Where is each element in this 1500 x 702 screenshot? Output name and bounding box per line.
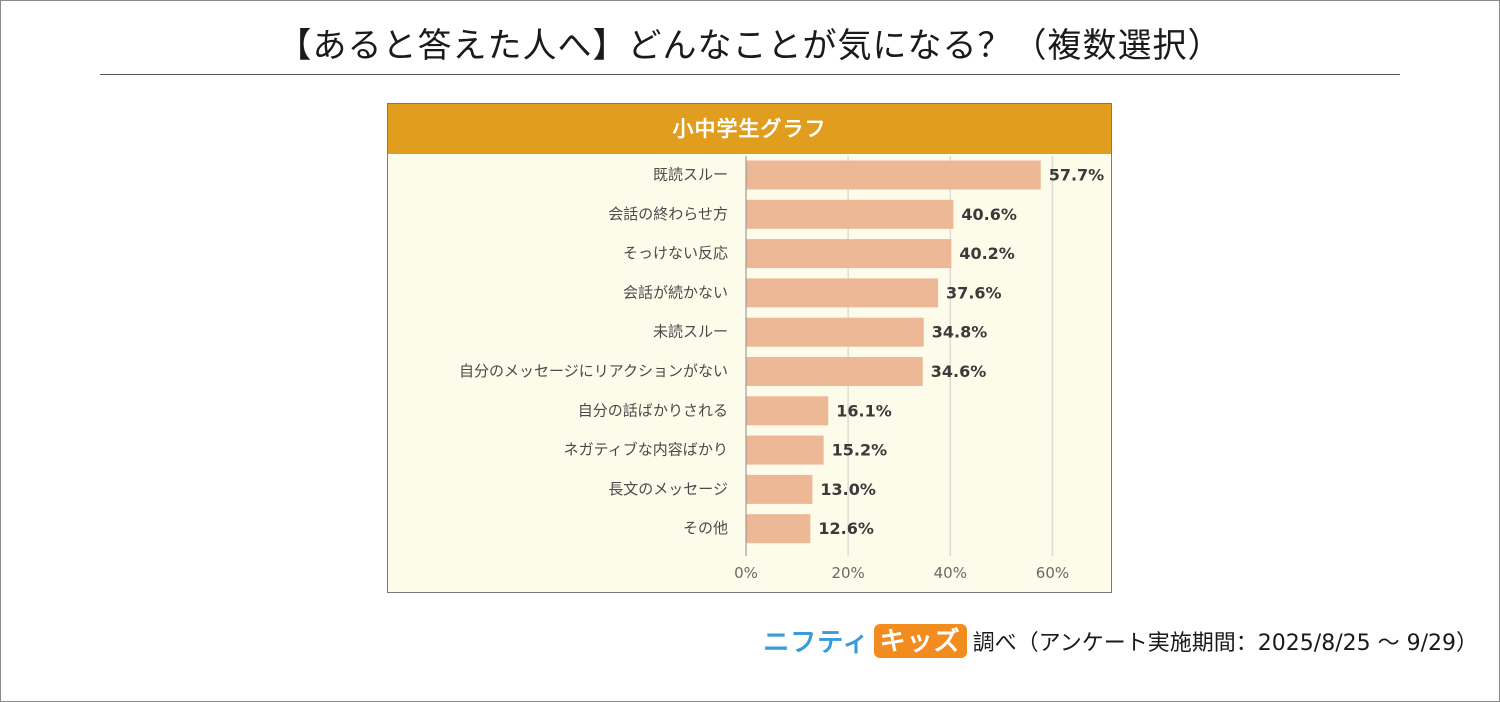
category-label: 既読スルー [653,166,728,184]
category-label: ネガティブな内容ばかり [564,441,728,459]
bar [746,514,811,544]
x-tick-label: 40% [934,564,967,582]
chart-title: 小中学生グラフ [388,104,1111,154]
bar [746,199,954,229]
bar [746,160,1041,190]
data-label: 34.8% [932,323,988,342]
title-divider [100,74,1400,75]
page-title: 【あると答えた人へ】どんなことが気になる？（複数選択） [277,26,1223,66]
bar-chart: 既読スルー 57.7% 会話の終わらせ方 40.6% そっけない反応 40.2% 会話が続か… [459,156,1105,582]
data-label: 40.6% [961,205,1017,224]
bar [746,357,923,386]
category-label: そっけない反応 [623,244,728,262]
data-label: 13.0% [820,480,876,499]
chart-panel: 既読スルー 57.7% 会話の終わらせ方 40.6% そっけない反応 40.2% 会話が続か… [387,103,1112,593]
source-footer: ニフティ キッズ 調べ（アンケート実施期間：2025/8/25 ～ 9/29） [763,622,1478,659]
category-label: 長文のメッセージ [608,480,728,498]
survey-period-note: 調べ（アンケート実施期間：2025/8/25 ～ 9/29） [972,630,1478,656]
category-label: その他 [683,519,728,537]
brand-logo-nifty: ニフティ [763,627,870,657]
x-tick-label: 60% [1036,564,1069,582]
brand-logo-kids: キッズ [873,623,967,658]
category-label: 自分の話ばかりされる [578,401,728,419]
bar [746,317,924,347]
category-label: 会話が続かない [623,283,728,301]
category-label: 未読スルー [653,323,728,341]
category-label: 自分のメッセージにリアクションがない [459,362,728,380]
bar [746,435,824,465]
category-label: 会話の終わらせ方 [608,205,728,223]
data-label: 34.6% [931,362,987,381]
x-tick-label: 0% [734,564,758,582]
data-label: 57.7% [1049,166,1105,185]
bar [746,278,939,308]
data-label: 12.6% [818,519,874,538]
bar [746,474,813,504]
data-label: 37.6% [946,283,1002,302]
data-label: 40.2% [959,244,1015,263]
data-label: 15.2% [832,441,888,460]
x-tick-label: 20% [831,564,864,582]
bar [746,239,952,269]
data-label: 16.1% [836,401,892,420]
bar [746,396,829,426]
